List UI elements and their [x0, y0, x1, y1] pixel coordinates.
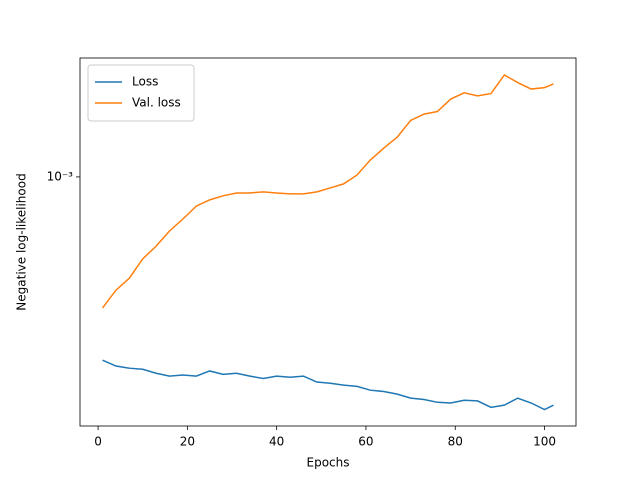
legend-label: Val. loss: [132, 96, 181, 110]
x-tick-label: 60: [358, 435, 373, 449]
legend-box: [87, 64, 195, 122]
line-series: [101, 74, 554, 309]
y-tick-label: 10⁻³: [47, 169, 74, 183]
x-tick-label: 100: [533, 435, 556, 449]
legend-label: Loss: [132, 75, 158, 89]
x-tick-label: 0: [94, 435, 102, 449]
x-tick-label: 20: [180, 435, 195, 449]
x-axis-label: Epochs: [307, 456, 350, 470]
x-tick-label: 80: [448, 435, 463, 449]
x-tick-label: 40: [269, 435, 284, 449]
plot-frame: [79, 57, 577, 427]
y-axis-label: Negative log-likelihood: [15, 173, 29, 310]
line-series: [102, 359, 554, 411]
